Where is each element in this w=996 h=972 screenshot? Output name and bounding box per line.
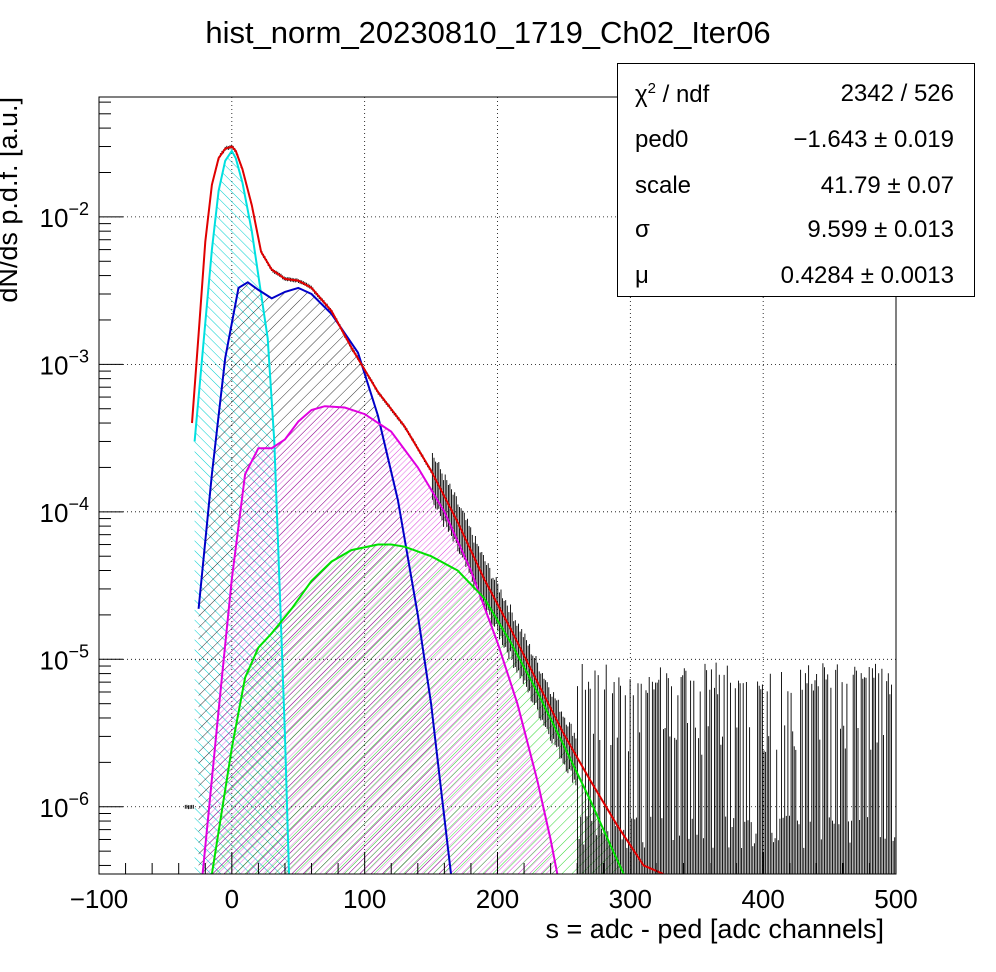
sigma-value: 9.599 ± 0.013 (807, 216, 954, 243)
stats-row-mu: μ 0.4284 ± 0.0013 (618, 254, 974, 300)
ped0-label: ped0 (635, 126, 689, 153)
x-tick-label: 100 (343, 884, 386, 914)
series-fit-curve (210, 543, 625, 874)
y-tick-label: 10−6 (40, 789, 89, 823)
x-tick-label: 0 (225, 884, 239, 914)
x-tick-label: 500 (874, 884, 917, 914)
chi2-superscript: 2 (647, 80, 656, 97)
chi2-symbol: χ (635, 81, 648, 108)
x-axis-label: s = adc - ped [adc channels] (546, 914, 884, 944)
mu-label: μ (635, 262, 649, 289)
chi2-value: 2342 / 526 (840, 80, 954, 107)
hatched-areas (194, 150, 624, 874)
x-tick-label: 400 (741, 884, 784, 914)
x-tick-label: 300 (609, 884, 652, 914)
chart-title: hist_norm_20230810_1719_Ch02_Iter06 (205, 15, 770, 50)
fit-stats-box: χ2 / ndf 2342 / 526 ped0 −1.643 ± 0.019 … (617, 63, 975, 297)
chi2-suffix: / ndf (655, 81, 710, 108)
y-tick-label: 10−5 (40, 641, 89, 675)
fit-curves (191, 145, 664, 874)
stats-row-chi2: χ2 / ndf 2342 / 526 (618, 72, 974, 118)
y-tick-label: 10−2 (40, 199, 89, 233)
scale-value: 41.79 ± 0.07 (820, 172, 954, 199)
y-tick-label: 10−4 (40, 494, 89, 528)
x-tick-label: 200 (476, 884, 519, 914)
ped0-value: −1.643 ± 0.019 (793, 126, 954, 153)
series-fit-curve (193, 148, 290, 874)
y-axis-label: dN/ds p.d.f. [a.u.] (0, 97, 23, 303)
mu-value: 0.4284 ± 0.0013 (780, 262, 954, 289)
stats-row-sigma: σ 9.599 ± 0.013 (618, 208, 974, 254)
series-fit-curve (201, 405, 559, 874)
series-fit-curve (191, 145, 664, 874)
x-tick-label: −100 (70, 884, 129, 914)
series-hatch-fill (211, 544, 624, 874)
scale-label: scale (635, 172, 692, 199)
y-tick-label: 10−3 (40, 346, 89, 380)
series-fit-curve (197, 281, 452, 874)
sigma-label: σ (635, 216, 650, 243)
stats-row-scale: scale 41.79 ± 0.07 (618, 164, 974, 210)
stats-row-ped0: ped0 −1.643 ± 0.019 (618, 118, 974, 164)
axes: −100 0 100 200 300 400 500 10−6 10−5 10−4 10−3 10−2 (40, 101, 918, 914)
